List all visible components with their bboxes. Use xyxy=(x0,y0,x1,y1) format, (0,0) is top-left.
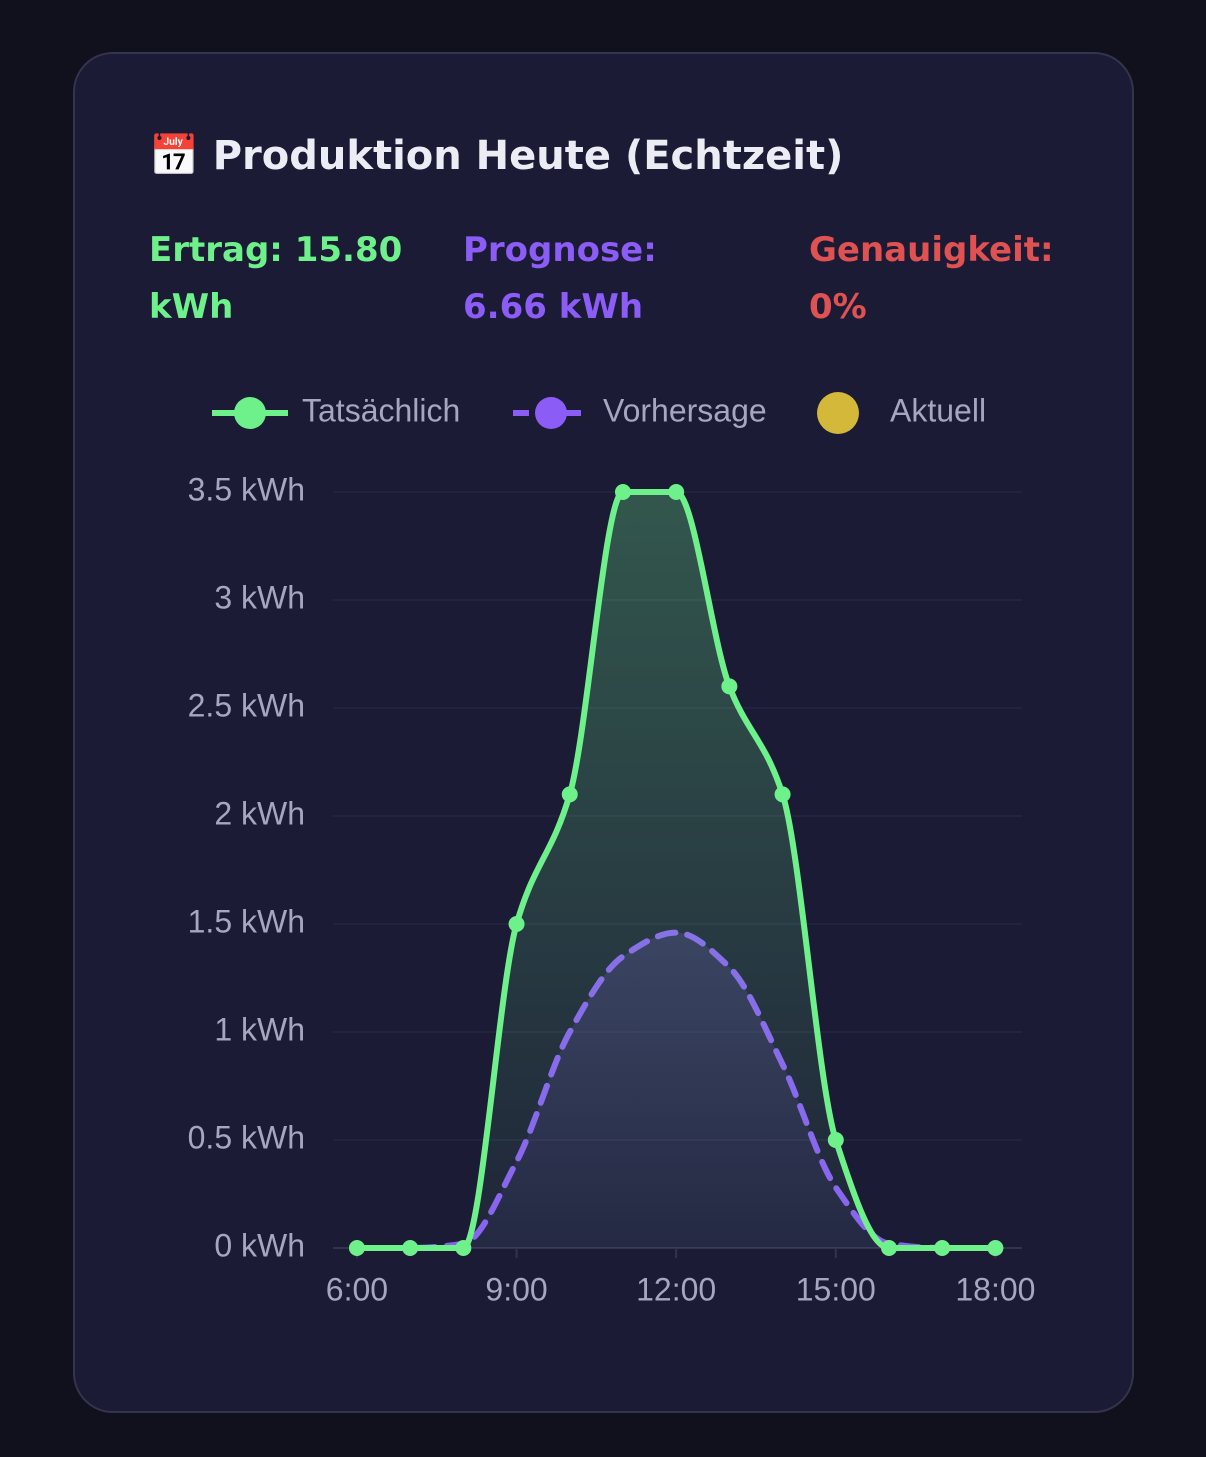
data-point xyxy=(880,1240,897,1256)
area-fill xyxy=(356,492,996,1248)
y-tick-label: 3.5 kWh xyxy=(188,471,305,507)
data-point xyxy=(614,484,631,500)
legend-marker xyxy=(535,397,567,429)
x-tick-label: 18:00 xyxy=(955,1271,1035,1307)
data-point xyxy=(827,1132,844,1148)
stat-forecast: Prognose: 6.66 kWh xyxy=(463,230,657,327)
data-point xyxy=(402,1240,419,1256)
y-tick-label: 2 kWh xyxy=(214,795,305,831)
data-point xyxy=(987,1240,1004,1256)
legend-label: Vorhersage xyxy=(603,392,767,428)
data-point xyxy=(561,786,578,803)
data-point xyxy=(348,1240,365,1256)
legend-label: Aktuell xyxy=(890,392,986,428)
x-tick-label: 9:00 xyxy=(485,1271,547,1307)
stat-actual: Ertrag: 15.80 kWh xyxy=(149,230,403,327)
legend-marker xyxy=(234,397,266,429)
y-tick-label: 0 kWh xyxy=(214,1227,305,1263)
card-title: 📅 Produktion Heute (Echtzeit) xyxy=(149,133,844,179)
data-point xyxy=(455,1240,472,1256)
data-point xyxy=(508,916,525,932)
data-point xyxy=(668,484,685,500)
data-point xyxy=(721,678,738,695)
data-point xyxy=(774,786,791,803)
legend-label: Tatsächlich xyxy=(302,392,460,428)
y-tick-label: 2.5 kWh xyxy=(188,687,305,723)
stat-accuracy: Genauigkeit: 0% xyxy=(809,230,1054,327)
x-tick-label: 12:00 xyxy=(636,1271,716,1307)
y-tick-label: 1.5 kWh xyxy=(188,903,305,939)
y-tick-label: 3 kWh xyxy=(214,579,305,615)
data-point xyxy=(934,1240,951,1256)
x-tick-label: 6:00 xyxy=(326,1271,388,1307)
legend-marker xyxy=(817,392,859,434)
y-tick-label: 1 kWh xyxy=(214,1011,305,1047)
y-tick-label: 0.5 kWh xyxy=(188,1119,305,1155)
x-tick-label: 15:00 xyxy=(796,1271,876,1307)
